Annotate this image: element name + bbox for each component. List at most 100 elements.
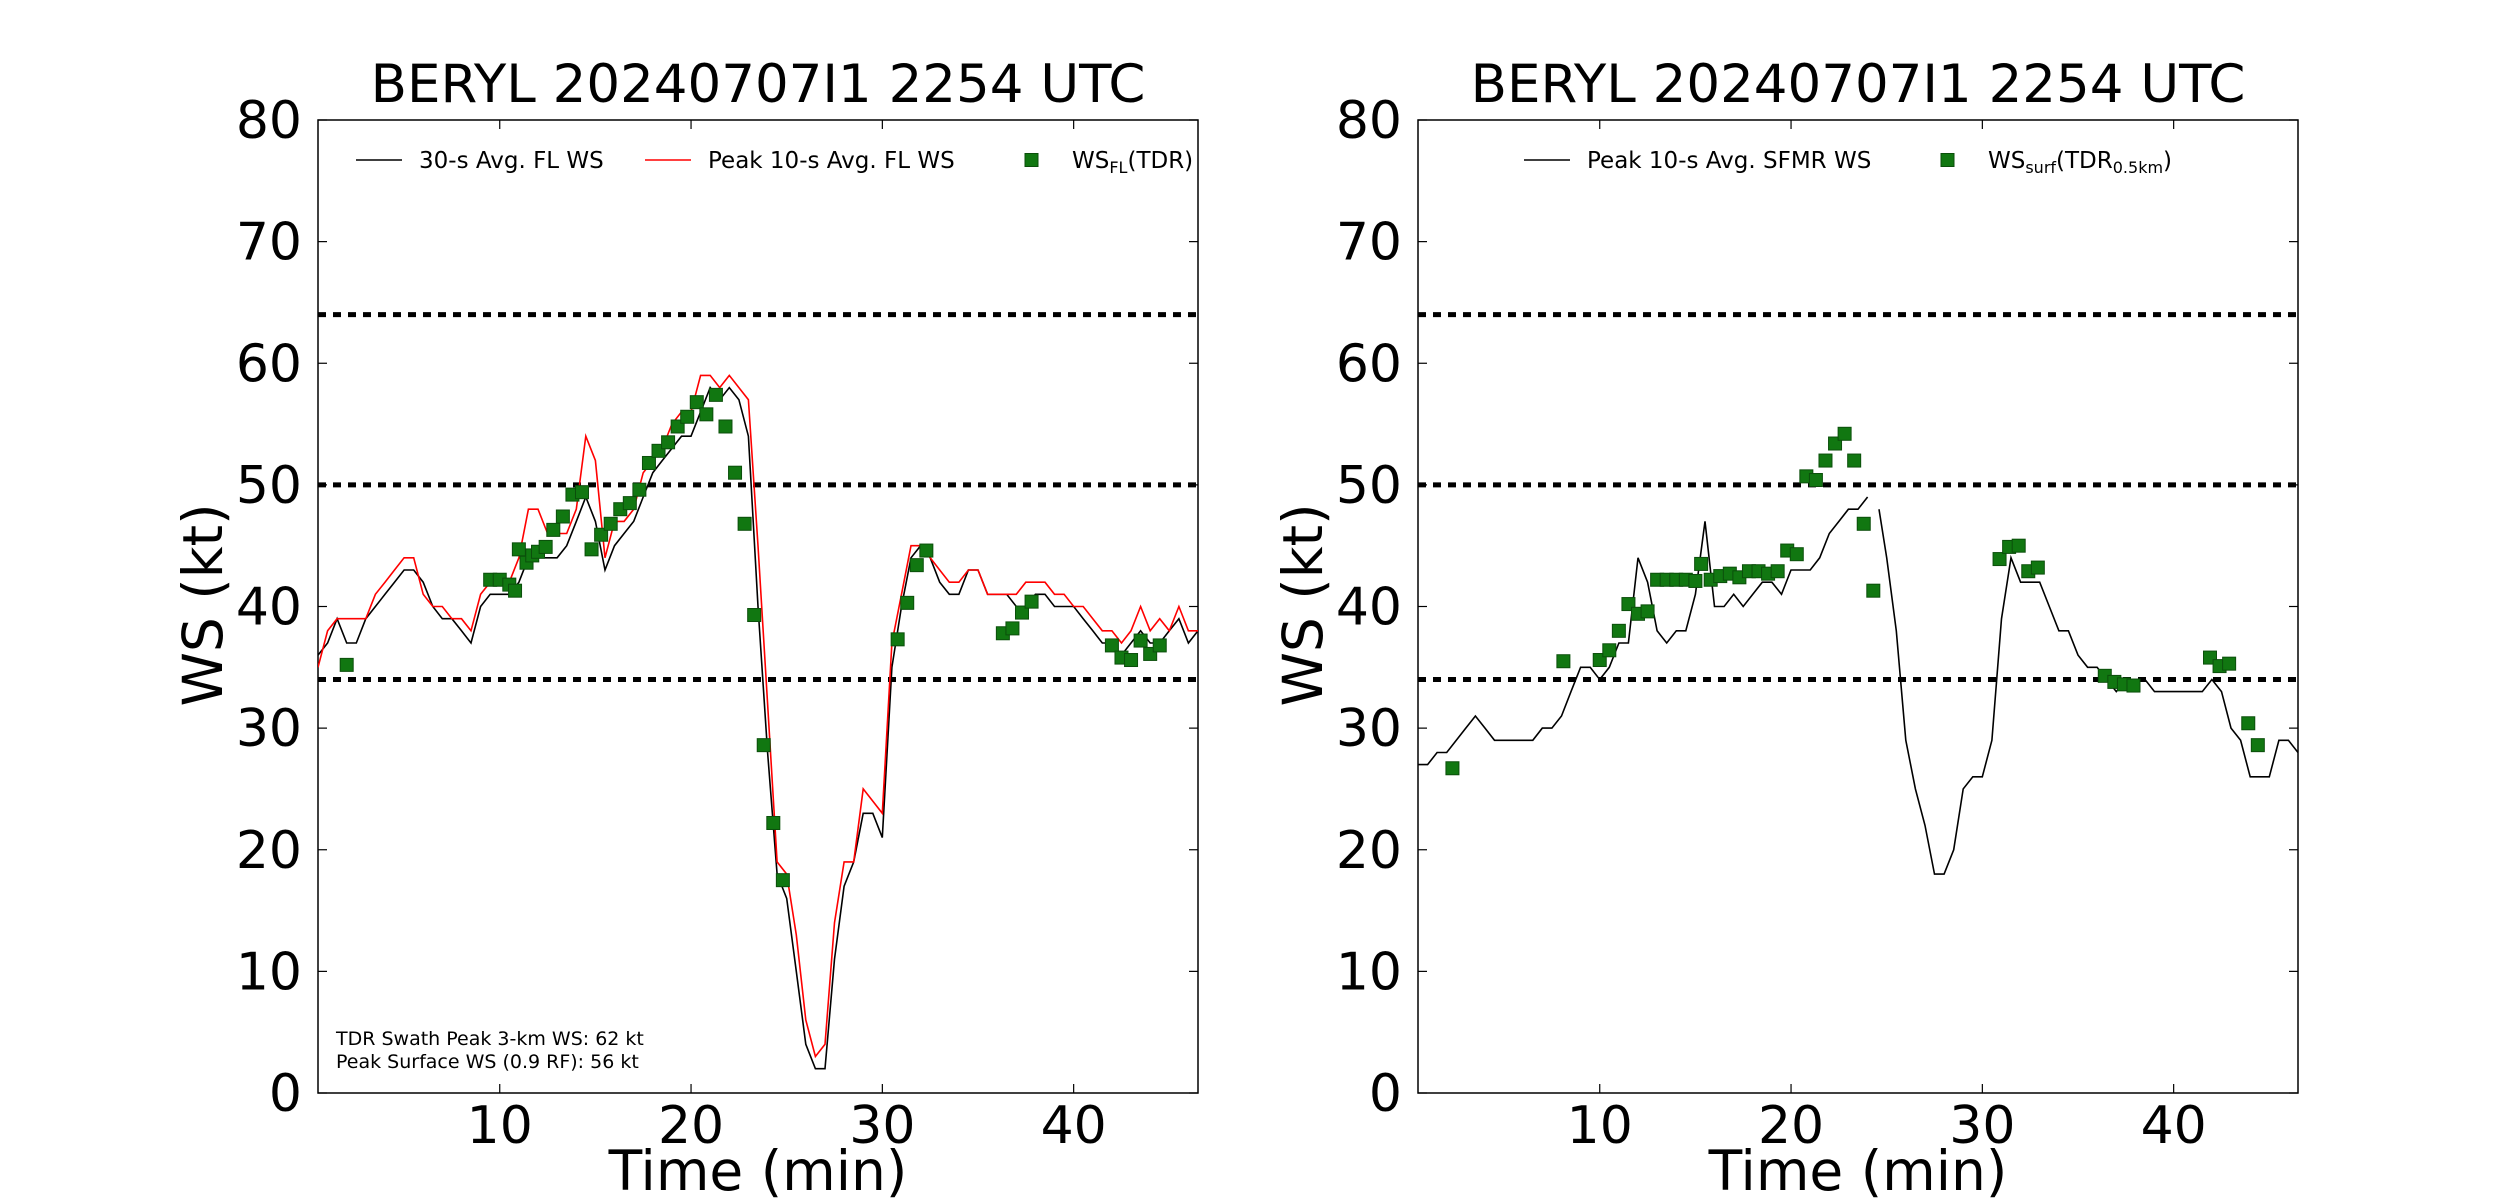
scatter-point [2222, 656, 2237, 671]
annotation-tdr-swath-peak: TDR Swath Peak 3-km WS: 62 kt [335, 1028, 644, 1050]
scatter-point [339, 657, 354, 672]
y-tick-label: 0 [1369, 1064, 1402, 1124]
scatter-point [909, 558, 924, 573]
scatter-point [2011, 538, 2026, 553]
y-tick-label: 30 [236, 699, 302, 759]
scatter-point [1770, 564, 1785, 579]
legend-label: Peak 10-s Avg. FL WS [708, 148, 955, 174]
y-tick-label: 40 [236, 578, 302, 638]
plot-area: 0 10 20 30 40 50 60 70 80 10 20 30 40 [1336, 91, 2299, 1156]
scatter-point [1640, 604, 1655, 619]
x-tick-label: 30 [849, 1096, 915, 1156]
scatter-point [890, 632, 905, 647]
scatter-point [680, 409, 695, 424]
scatter-point [689, 395, 704, 410]
scatter-point [900, 595, 915, 610]
scatter-point [661, 435, 676, 450]
legend: 30-s Avg. FL WS Peak 10-s Avg. FL WS WSFL(… [356, 148, 1193, 177]
x-tick-label: 40 [2141, 1096, 2207, 1156]
legend-marker-swatch [1940, 153, 1955, 167]
scatter-point [2030, 560, 2045, 575]
scatter-point [511, 542, 526, 557]
chart-panel-left: BERYL 20240707I1 2254 UTC WS (kt) Time (… [171, 54, 1199, 1200]
scatter-point [699, 407, 714, 422]
scatter-point [2250, 738, 2265, 753]
scatter-point [603, 516, 618, 531]
scatter-point [708, 387, 723, 402]
scatter-point [555, 509, 570, 524]
scatter-point [1005, 621, 1020, 636]
series-layer [318, 374, 1198, 1070]
y-tick-label: 40 [1336, 578, 1402, 638]
scatter-point [737, 516, 752, 531]
scatter-point [747, 608, 762, 623]
scatter-point [1694, 556, 1709, 571]
series-line-1 [318, 374, 1198, 1059]
scatter-point [641, 455, 656, 470]
legend-label: 30-s Avg. FL WS [419, 148, 604, 174]
scatter-point [1847, 453, 1862, 468]
y-tick-label: 70 [1336, 213, 1402, 273]
scatter-point [1611, 623, 1626, 638]
annotation-peak-surface-ws: Peak Surface WS (0.9 RF): 56 kt [336, 1051, 639, 1073]
chart-title: BERYL 20240707I1 2254 UTC [1471, 54, 2246, 115]
y-axis-label: WS (kt) [1271, 503, 1335, 706]
x-tick-label: 10 [1567, 1096, 1633, 1156]
scatter-point [584, 542, 599, 557]
scatter-point [1837, 426, 1852, 441]
y-tick-label: 50 [1336, 456, 1402, 516]
y-axis-label: WS (kt) [171, 503, 235, 706]
legend-label: WSsurf(TDR0.5km) [1988, 148, 2172, 177]
plot-frame [1417, 119, 2299, 1094]
y-tick-label: 50 [236, 456, 302, 516]
x-axis-label: Time (min) [1708, 1139, 2008, 1200]
scatter-point [575, 485, 589, 500]
scatter-point [1015, 605, 1029, 620]
legend-label: Peak 10-s Avg. SFMR WS [1587, 148, 1871, 174]
y-tick-label: 20 [236, 821, 302, 881]
y-tick-label: 10 [236, 942, 302, 1002]
scatter-point [538, 539, 553, 554]
scatter-point [1856, 516, 1871, 531]
scatter-point [1133, 633, 1148, 648]
scatter-point [1866, 583, 1881, 598]
scatter-point [594, 527, 609, 542]
scatter-point [1556, 654, 1571, 669]
scatter-point [508, 583, 523, 598]
y-tick-label: 60 [236, 334, 302, 394]
legend-label: WSFL(TDR) [1072, 148, 1193, 177]
scatter-point [2241, 716, 2256, 731]
y-tick-label: 0 [269, 1064, 302, 1124]
x-tick-label: 20 [1758, 1096, 1824, 1156]
scatter-point [766, 815, 781, 830]
legend: Peak 10-s Avg. SFMR WS WSsurf(TDR0.5km) [1524, 148, 2172, 177]
legend-marker-swatch [1024, 153, 1039, 167]
plot-area: 0 10 20 30 40 50 60 70 80 10 20 30 40 [236, 91, 1199, 1156]
chart-panel-right: BERYL 20240707I1 2254 UTC WS (kt) Time (… [1271, 54, 2299, 1200]
y-tick-label: 20 [1336, 821, 1402, 881]
y-tick-label: 80 [1336, 91, 1402, 151]
scatter-point [756, 738, 771, 753]
scatter-point [622, 496, 637, 511]
scatter-point [1688, 573, 1703, 588]
scatter-point [632, 482, 647, 497]
y-tick-label: 70 [236, 213, 302, 273]
scatter-point [1992, 552, 2007, 567]
scatter-point [1808, 473, 1823, 488]
scatter-point [1445, 761, 1460, 776]
scatter-point [775, 873, 790, 888]
y-tick-label: 80 [236, 91, 302, 151]
scatter-point [1602, 643, 1617, 658]
scatter-point [919, 543, 934, 558]
scatter-point [1152, 638, 1167, 653]
scatter-point [1124, 653, 1139, 668]
series-line-0 [318, 386, 1198, 1070]
y-tick-label: 30 [1336, 699, 1402, 759]
scatter-point [1818, 453, 1833, 468]
scatter-point [1104, 638, 1119, 653]
x-tick-label: 20 [658, 1096, 724, 1156]
scatter-point [1024, 594, 1039, 609]
chart-title: BERYL 20240707I1 2254 UTC [371, 54, 1146, 115]
series-line-0 [1418, 496, 1869, 766]
